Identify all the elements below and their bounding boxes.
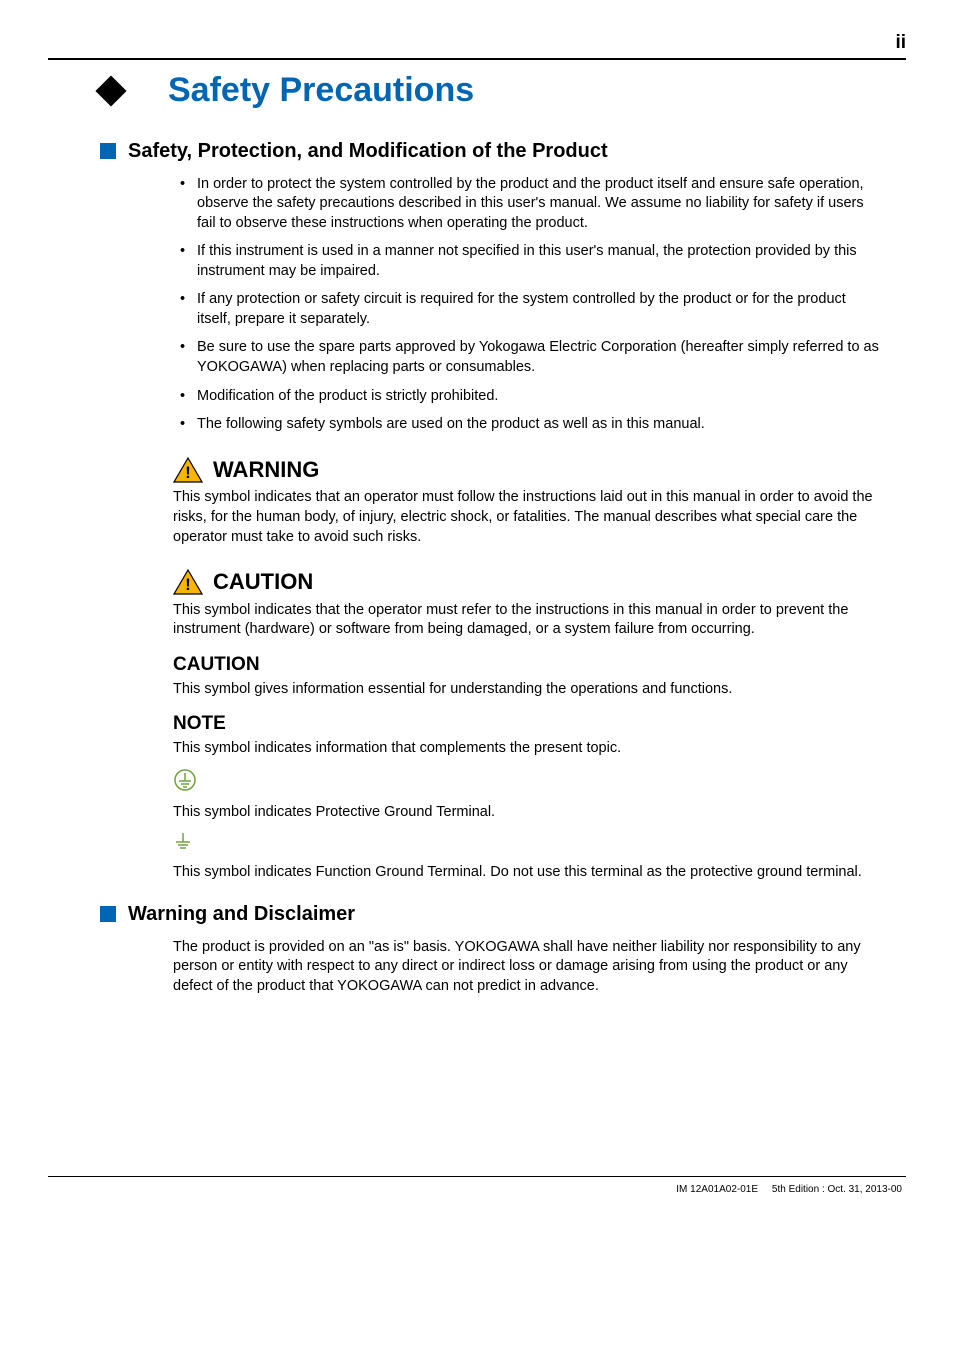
svg-text:!: ! [185, 463, 191, 482]
bullet-marker: • [173, 242, 197, 281]
bullet-text: If any protection or safety circuit is r… [197, 290, 882, 329]
bullet-item: • If any protection or safety circuit is… [173, 290, 882, 329]
caution-header: ! CAUTION [173, 567, 882, 597]
square-icon [100, 906, 116, 922]
footer: IM 12A01A02-01E 5th Edition : Oct. 31, 2… [48, 1177, 906, 1197]
function-ground-text: This symbol indicates Function Ground Te… [173, 863, 882, 883]
square-icon [100, 143, 116, 159]
page-number: ii [48, 30, 906, 56]
top-rule [48, 58, 906, 60]
note-label: NOTE [173, 711, 882, 737]
warning-header: ! WARNING [173, 455, 882, 485]
caution-plain-label: CAUTION [173, 652, 882, 678]
caution-text: This symbol indicates that the operator … [173, 601, 882, 640]
warning-triangle-icon: ! [173, 457, 203, 483]
section2-content: The product is provided on an "as is" ba… [173, 938, 882, 997]
section1-title: Safety, Protection, and Modification of … [128, 138, 608, 165]
section-header-2: Warning and Disclaimer [100, 901, 906, 928]
section1-content: • In order to protect the system control… [173, 175, 882, 883]
footer-doc-id: IM 12A01A02-01E [676, 1184, 758, 1195]
svg-text:!: ! [185, 575, 191, 594]
protective-ground-icon [173, 768, 882, 799]
protective-ground-text: This symbol indicates Protective Ground … [173, 803, 882, 823]
bullet-marker: • [173, 290, 197, 329]
bullet-text: If this instrument is used in a manner n… [197, 242, 882, 281]
disclaimer-text: The product is provided on an "as is" ba… [173, 938, 882, 997]
bullet-item: • Be sure to use the spare parts approve… [173, 338, 882, 377]
warning-label: WARNING [213, 455, 319, 485]
note-text: This symbol indicates information that c… [173, 739, 882, 759]
bullet-marker: • [173, 415, 197, 435]
section2-title: Warning and Disclaimer [128, 901, 355, 928]
bullet-item: • The following safety symbols are used … [173, 415, 882, 435]
caution-plain-text: This symbol gives information essential … [173, 680, 882, 700]
bullet-text: The following safety symbols are used on… [197, 415, 882, 435]
bullet-marker: • [173, 175, 197, 234]
bullet-text: Modification of the product is strictly … [197, 387, 882, 407]
bullet-item: • If this instrument is used in a manner… [173, 242, 882, 281]
bullet-item: • Modification of the product is strictl… [173, 387, 882, 407]
bullet-item: • In order to protect the system control… [173, 175, 882, 234]
caution-triangle-icon: ! [173, 569, 203, 595]
main-title-row: Safety Precautions [48, 68, 906, 114]
footer-edition: 5th Edition : Oct. 31, 2013-00 [772, 1184, 902, 1195]
page-container: ii Safety Precautions Safety, Protection… [0, 0, 954, 1217]
bullet-marker: • [173, 338, 197, 377]
function-ground-icon [173, 832, 882, 859]
bullet-text: In order to protect the system controlle… [197, 175, 882, 234]
warning-text: This symbol indicates that an operator m… [173, 488, 882, 547]
main-title: Safety Precautions [168, 68, 474, 114]
diamond-icon [95, 75, 126, 106]
section-header-1: Safety, Protection, and Modification of … [100, 138, 906, 165]
bullet-marker: • [173, 387, 197, 407]
caution-label: CAUTION [213, 567, 313, 597]
bullet-text: Be sure to use the spare parts approved … [197, 338, 882, 377]
